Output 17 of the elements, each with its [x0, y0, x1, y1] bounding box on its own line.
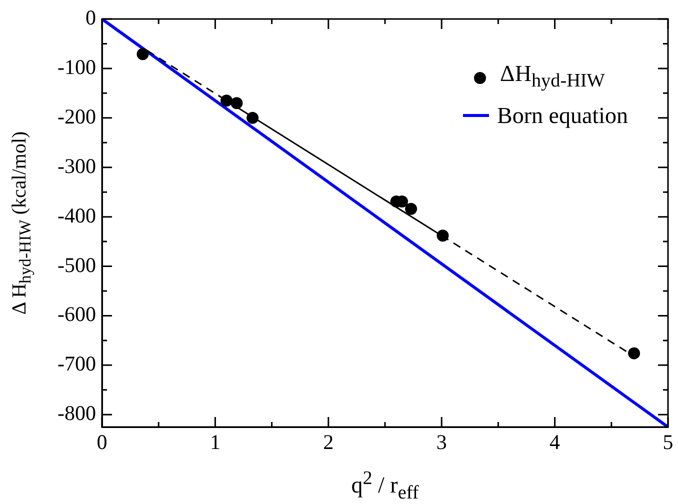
y-tick-label: -100 [58, 54, 96, 79]
x-tick-label: 4 [550, 430, 561, 454]
legend-label: Born equation [497, 102, 628, 130]
x-axis-title: q$^{2}$ / r$_{eff}$ [350, 468, 420, 504]
y-tick-label: -600 [58, 302, 96, 326]
x-tick-label: 1 [210, 430, 220, 454]
x-tick-label: 3 [436, 430, 447, 454]
x-tick-label: 5 [662, 430, 674, 454]
x-tick-label: 2 [323, 430, 334, 454]
y-tick-label: -800 [58, 401, 96, 426]
y-tick-label: -300 [58, 154, 96, 178]
legend-label: ΔH$_{hyd-HIW}$ [500, 60, 605, 94]
y-tick-label: -200 [58, 104, 96, 128]
y-tick-label: -500 [58, 252, 96, 277]
y-tick-label: -700 [58, 352, 96, 376]
y-tick-label: 0 [86, 6, 96, 30]
y-tick-label: -400 [58, 203, 96, 228]
